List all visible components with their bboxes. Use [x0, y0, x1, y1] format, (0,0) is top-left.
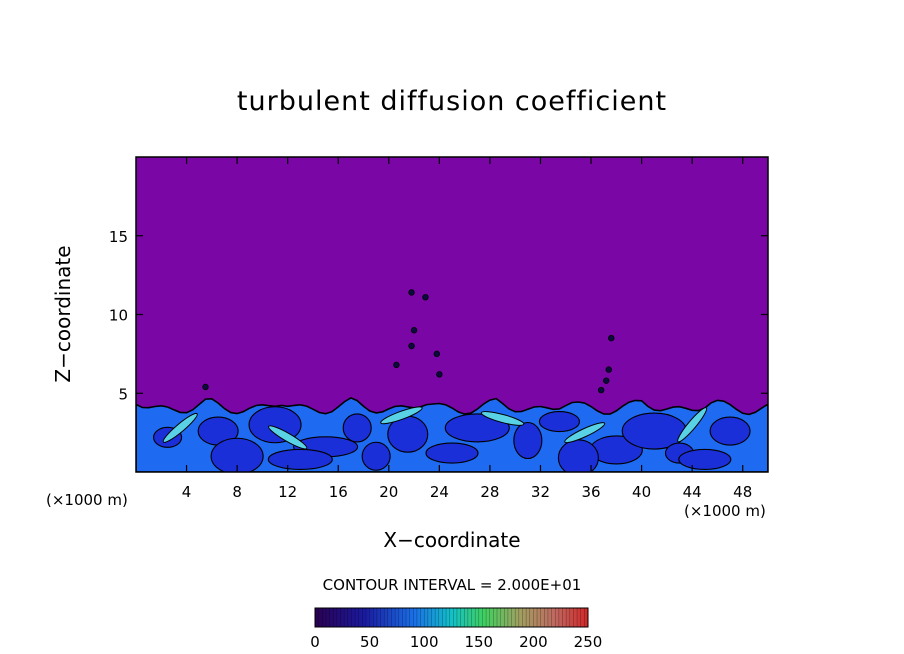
isolated-contour [608, 334, 615, 342]
y-axis-ticks: 5 10 15 [109, 228, 768, 403]
isolated-contour [597, 386, 605, 394]
x-axis-unit-left: (×1000 m) [46, 491, 128, 509]
x-axis-label: X−coordinate [383, 528, 521, 552]
isolated-contour [408, 342, 415, 350]
high-value-streak [677, 407, 708, 443]
colorbar-tick-label: 50 [360, 633, 379, 651]
x-tick-label: 48 [733, 483, 752, 501]
x-tick-label: 44 [683, 483, 702, 501]
x-tick-label: 32 [531, 483, 550, 501]
x-tick-label: 40 [632, 483, 651, 501]
high-value-streak [268, 425, 308, 450]
isolated-contour [603, 377, 610, 384]
isolated-contour [422, 293, 429, 301]
isolated-contour [433, 350, 441, 358]
colorbar-tick-label: 200 [519, 633, 548, 651]
low-value-cell [678, 448, 732, 470]
colorbar-tick-label: 150 [464, 633, 493, 651]
high-value-streak [480, 411, 525, 426]
chart-title: turbulent diffusion coefficient [236, 86, 668, 117]
high-value-streak [380, 406, 423, 425]
isolated-contour [436, 371, 443, 378]
low-value-cell [425, 442, 479, 464]
x-tick-label: 20 [379, 483, 398, 501]
x-tick-label: 4 [182, 483, 192, 501]
x-tick-label: 16 [329, 483, 348, 501]
x-axis-ticks: 4 8 12 16 20 24 28 32 36 40 44 48 [182, 157, 752, 501]
colorbar-tick-label: 100 [410, 633, 439, 651]
isolated-contour [410, 327, 418, 334]
isolated-contour [408, 289, 415, 296]
isolated-contour [393, 361, 400, 369]
x-tick-label: 24 [430, 483, 449, 501]
high-value-streak [162, 412, 198, 443]
colorbar: 0 50 100 150 200 250 [310, 607, 603, 651]
low-value-cell [361, 441, 391, 471]
x-axis-unit-right: (×1000 m) [684, 502, 766, 520]
x-tick-label: 28 [480, 483, 499, 501]
low-value-cell [267, 448, 333, 470]
boundary-layer-field [136, 289, 768, 472]
low-value-cell [210, 437, 264, 472]
isolated-contour [605, 366, 612, 373]
isolated-contour [202, 383, 209, 391]
colorbar-tick-label: 250 [574, 633, 603, 651]
x-tick-label: 12 [278, 483, 297, 501]
colorbar-gradient [314, 607, 589, 628]
y-tick-label: 15 [109, 228, 128, 246]
high-value-streak [564, 422, 606, 444]
x-tick-label: 8 [232, 483, 242, 501]
contour-interval-label: CONTOUR INTERVAL = 2.000E+01 [322, 576, 582, 594]
low-value-cell [557, 439, 599, 472]
y-tick-label: 5 [118, 385, 128, 403]
low-value-cell [538, 411, 580, 433]
y-tick-label: 10 [109, 307, 128, 325]
colorbar-tick-label: 0 [310, 633, 320, 651]
low-value-cell [444, 413, 510, 443]
low-value-cell [342, 413, 372, 443]
low-value-cell [709, 416, 751, 446]
x-tick-label: 36 [581, 483, 600, 501]
low-value-cell [513, 421, 543, 460]
